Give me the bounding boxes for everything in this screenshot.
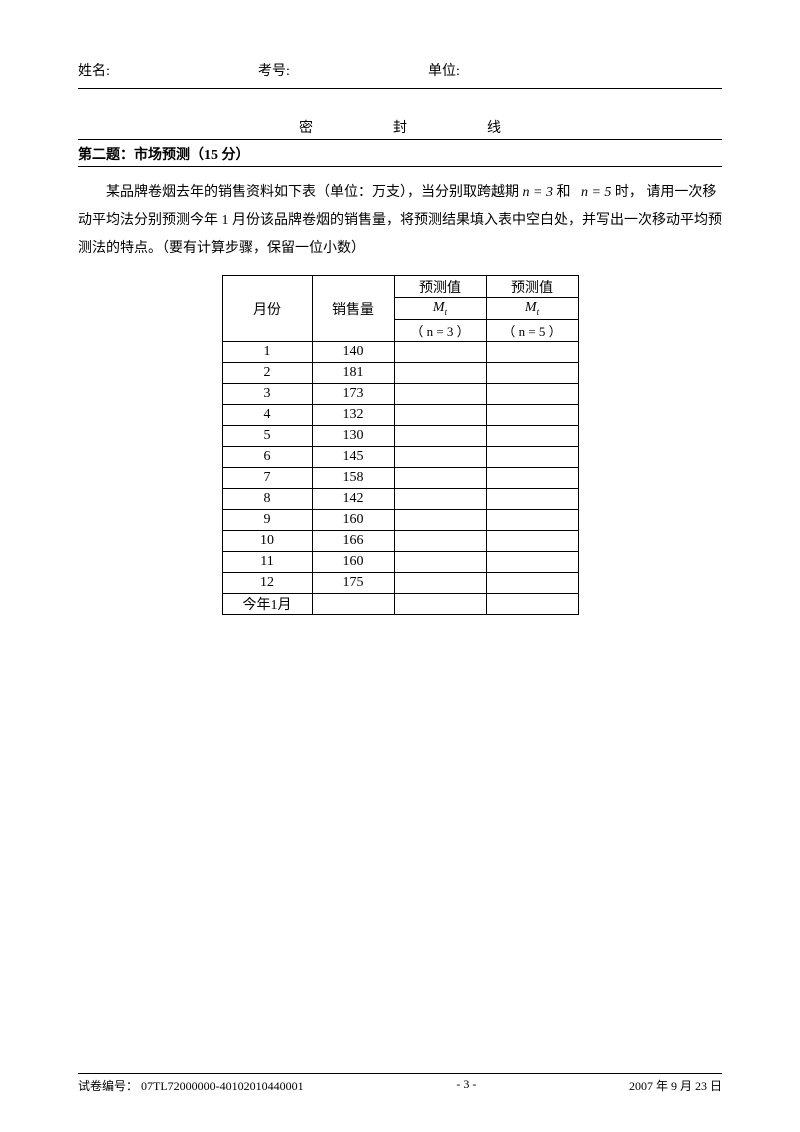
- question-paragraph-2: 动平均法分别预测今年 1 月份该品牌卷烟的销售量，将预测结果填入表中空白处，并写…: [78, 207, 722, 263]
- para1-a: 某品牌卷烟去年的销售资料如下表（单位：万支），当分别取跨越期: [106, 185, 519, 200]
- th-month: 月份: [222, 276, 312, 342]
- cell-p3: [394, 384, 486, 405]
- cell-m: 3: [222, 384, 312, 405]
- th-n3: （ n = 3 ）: [394, 320, 486, 342]
- cell-m: 6: [222, 447, 312, 468]
- cell-p3: [394, 426, 486, 447]
- cell-m: 1: [222, 342, 312, 363]
- th-m1: Mt: [394, 298, 486, 320]
- cell-s: 130: [312, 426, 394, 447]
- cell-s: 140: [312, 342, 394, 363]
- cell-p5: [486, 510, 578, 531]
- cell-s: [312, 594, 394, 615]
- question-paragraph-1: 某品牌卷烟去年的销售资料如下表（单位：万支），当分别取跨越期 n = 3 和 n…: [78, 179, 722, 207]
- cell-p5: [486, 426, 578, 447]
- cell-p3: [394, 363, 486, 384]
- cell-p3: [394, 594, 486, 615]
- cell-p5: [486, 573, 578, 594]
- cell-s: 132: [312, 405, 394, 426]
- n3-line: （ n = 3 ）: [410, 324, 469, 339]
- equation-n5: n = 5: [581, 185, 611, 200]
- cell-s: 158: [312, 468, 394, 489]
- m-sub-2: t: [537, 307, 540, 317]
- question-title-line: 第二题：市场预测（15 分）: [78, 144, 722, 167]
- cell-p3: [394, 489, 486, 510]
- cell-p3: [394, 468, 486, 489]
- cell-m: 12: [222, 573, 312, 594]
- footer-mid: - 3 -: [456, 1077, 476, 1094]
- seal-mi: 密: [299, 117, 313, 137]
- equation-n3: n = 3: [523, 185, 553, 200]
- th-m2: Mt: [486, 298, 578, 320]
- cell-s: 145: [312, 447, 394, 468]
- cell-m: 7: [222, 468, 312, 489]
- seal-feng: 封: [393, 117, 407, 137]
- cell-p3: [394, 552, 486, 573]
- cell-s: 175: [312, 573, 394, 594]
- cell-m: 5: [222, 426, 312, 447]
- name-label: 姓名:: [78, 60, 258, 80]
- cell-p5: [486, 468, 578, 489]
- seal-xian: 线: [487, 117, 501, 137]
- cell-p3: [394, 573, 486, 594]
- question-title: 第二题：市场预测（15 分）: [78, 148, 250, 163]
- page-footer: 试卷编号： 07TL72000000-40102010440001 - 3 - …: [78, 1073, 722, 1094]
- n5-line: （ n = 5 ）: [502, 324, 561, 339]
- para1-b: 和: [556, 185, 570, 200]
- cell-s: 160: [312, 510, 394, 531]
- cell-s: 142: [312, 489, 394, 510]
- cell-m: 2: [222, 363, 312, 384]
- exam-number-label: 考号:: [258, 60, 428, 80]
- cell-s: 173: [312, 384, 394, 405]
- cell-p3: [394, 531, 486, 552]
- cell-p3: [394, 510, 486, 531]
- footer-right: 2007 年 9 月 23 日: [629, 1077, 722, 1094]
- cell-p5: [486, 342, 578, 363]
- unit-label: 单位:: [428, 60, 460, 80]
- cell-p5: [486, 363, 578, 384]
- cell-s: 160: [312, 552, 394, 573]
- para1-c: 时， 请用一次移: [615, 185, 717, 200]
- th-pred-2: 预测值: [486, 276, 578, 298]
- cell-p3: [394, 405, 486, 426]
- seal-line: 密 封 线: [78, 117, 722, 137]
- cell-p5: [486, 447, 578, 468]
- m-symbol-2: M: [525, 300, 537, 315]
- footer-left: 试卷编号： 07TL72000000-40102010440001: [78, 1077, 304, 1094]
- seal-divider: [78, 139, 722, 140]
- cell-s: 181: [312, 363, 394, 384]
- cell-m: 9: [222, 510, 312, 531]
- cell-m: 10: [222, 531, 312, 552]
- cell-m: 11: [222, 552, 312, 573]
- cell-p5: [486, 552, 578, 573]
- th-n5: （ n = 5 ）: [486, 320, 578, 342]
- sales-table: 月份 销售量 预测值 预测值 Mt Mt （ n = 3 ） （ n = 5 ）…: [222, 275, 579, 615]
- th-pred-1: 预测值: [394, 276, 486, 298]
- cell-m: 今年1月: [222, 594, 312, 615]
- cell-m: 8: [222, 489, 312, 510]
- cell-p5: [486, 489, 578, 510]
- cell-p3: [394, 342, 486, 363]
- cell-s: 166: [312, 531, 394, 552]
- cell-p5: [486, 594, 578, 615]
- cell-p3: [394, 447, 486, 468]
- m-symbol-1: M: [433, 300, 445, 315]
- cell-m: 4: [222, 405, 312, 426]
- m-sub-1: t: [445, 307, 448, 317]
- cell-p5: [486, 384, 578, 405]
- th-sales: 销售量: [312, 276, 394, 342]
- header-divider: [78, 88, 722, 89]
- cell-p5: [486, 405, 578, 426]
- exam-header: 姓名: 考号: 单位:: [78, 60, 722, 80]
- cell-p5: [486, 531, 578, 552]
